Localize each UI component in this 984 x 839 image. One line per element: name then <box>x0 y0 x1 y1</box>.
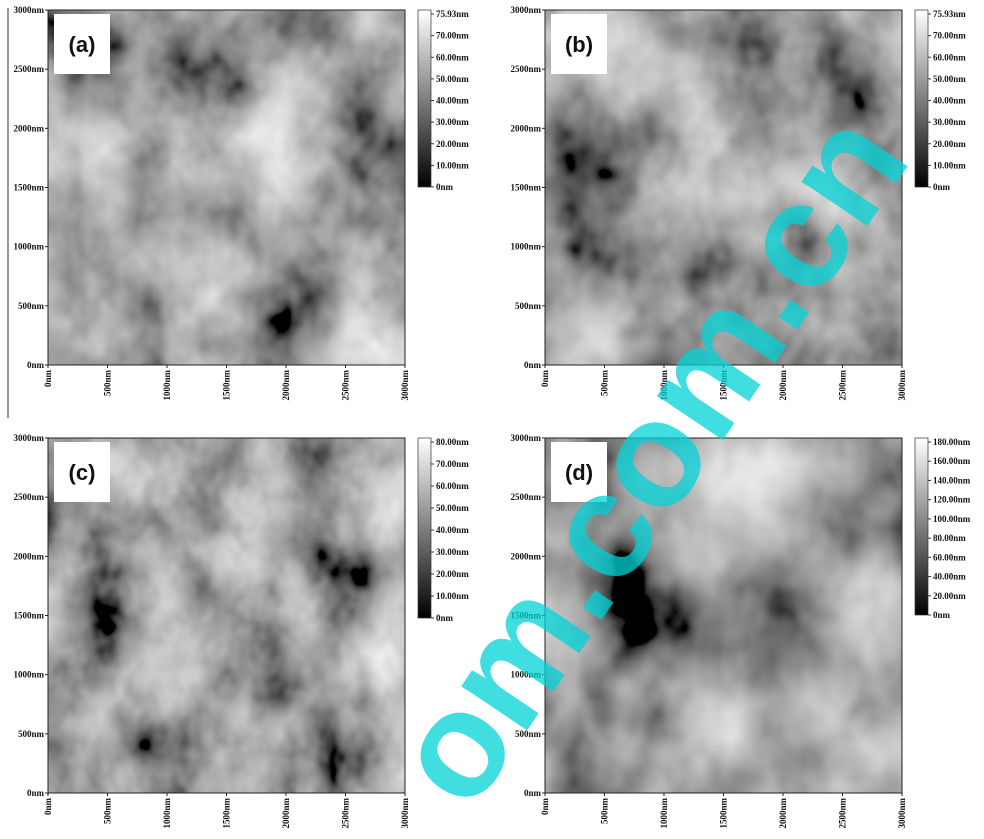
x-tick-label: 0nm <box>43 798 53 816</box>
x-tick-label: 500nm <box>103 798 113 825</box>
x-tick-label: 2500nm <box>341 798 351 829</box>
colorbar-label: 60.00nm <box>933 52 966 62</box>
panel-label: (c) <box>69 460 96 485</box>
colorbar-label: 0nm <box>436 182 454 192</box>
y-tick-label: 500nm <box>18 729 45 739</box>
y-tick-label: 3000nm <box>13 433 44 443</box>
colorbar-label: 70.00nm <box>436 31 469 41</box>
y-tick-label: 3000nm <box>510 433 541 443</box>
x-tick-label: 2500nm <box>838 798 848 829</box>
colorbar-label: 75.93nm <box>436 9 469 19</box>
y-tick-label: 500nm <box>18 301 45 311</box>
colorbar <box>418 10 431 187</box>
x-tick-label: 1000nm <box>162 798 172 829</box>
x-tick-label: 3000nm <box>897 798 907 829</box>
y-tick-label: 1000nm <box>510 242 541 252</box>
colorbar-label: 20.00nm <box>933 139 966 149</box>
x-tick-label: 1500nm <box>222 798 232 829</box>
y-tick-label: 1500nm <box>13 183 44 193</box>
colorbar <box>915 438 928 615</box>
y-tick-label: 2000nm <box>13 123 44 133</box>
colorbar-label: 180.00nm <box>933 437 971 447</box>
x-tick-label: 3000nm <box>897 370 907 401</box>
x-tick-label: 2000nm <box>281 798 291 829</box>
x-tick-label: 3000nm <box>400 370 410 401</box>
colorbar-label: 50.00nm <box>933 74 966 84</box>
colorbar-label: 70.00nm <box>933 31 966 41</box>
colorbar-label: 0nm <box>933 610 951 620</box>
y-tick-label: 2500nm <box>13 492 44 502</box>
colorbar-label: 20.00nm <box>933 591 966 601</box>
panel-label: (a) <box>69 32 96 57</box>
y-tick-label: 1500nm <box>510 183 541 193</box>
y-tick-label: 0nm <box>524 360 542 370</box>
y-tick-label: 0nm <box>524 788 542 798</box>
x-tick-label: 0nm <box>540 798 550 816</box>
colorbar-label: 70.00nm <box>436 459 469 469</box>
colorbar-label: 40.00nm <box>933 96 966 106</box>
colorbar-label: 30.00nm <box>436 117 469 127</box>
y-tick-label: 2000nm <box>510 123 541 133</box>
y-tick-label: 1000nm <box>13 670 44 680</box>
y-tick-label: 500nm <box>515 301 542 311</box>
colorbar-label: 75.93nm <box>933 9 966 19</box>
x-tick-label: 500nm <box>600 798 610 825</box>
panel-label: (b) <box>565 32 593 57</box>
y-tick-label: 3000nm <box>510 5 541 15</box>
colorbar-label: 40.00nm <box>436 96 469 106</box>
colorbar-label: 140.00nm <box>933 475 971 485</box>
y-tick-label: 0nm <box>27 788 45 798</box>
colorbar-label: 40.00nm <box>933 572 966 582</box>
colorbar <box>418 438 431 618</box>
y-tick-label: 2000nm <box>13 551 44 561</box>
colorbar-label: 40.00nm <box>436 525 469 535</box>
x-tick-label: 2000nm <box>778 798 788 829</box>
y-tick-label: 2500nm <box>13 64 44 74</box>
x-tick-label: 0nm <box>43 370 53 388</box>
x-tick-label: 0nm <box>540 370 550 388</box>
y-tick-label: 2500nm <box>510 64 541 74</box>
colorbar-label: 60.00nm <box>933 552 966 562</box>
colorbar-label: 20.00nm <box>436 569 469 579</box>
colorbar-label: 50.00nm <box>436 503 469 513</box>
y-tick-label: 3000nm <box>13 5 44 15</box>
colorbar-label: 10.00nm <box>436 160 469 170</box>
x-tick-label: 500nm <box>103 370 113 397</box>
colorbar-label: 10.00nm <box>933 160 966 170</box>
x-tick-label: 2500nm <box>341 370 351 401</box>
y-tick-label: 1500nm <box>13 611 44 621</box>
colorbar-label: 80.00nm <box>436 437 469 447</box>
y-tick-label: 0nm <box>27 360 45 370</box>
colorbar-label: 20.00nm <box>436 139 469 149</box>
x-tick-label: 1000nm <box>162 370 172 401</box>
colorbar <box>915 10 928 187</box>
x-tick-label: 2000nm <box>281 370 291 401</box>
colorbar-label: 60.00nm <box>436 52 469 62</box>
colorbar-label: 30.00nm <box>933 117 966 127</box>
colorbar-label: 60.00nm <box>436 481 469 491</box>
colorbar-label: 30.00nm <box>436 547 469 557</box>
x-tick-label: 2500nm <box>838 370 848 401</box>
colorbar-label: 160.00nm <box>933 456 971 466</box>
colorbar-label: 120.00nm <box>933 495 971 505</box>
colorbar-label: 80.00nm <box>933 533 966 543</box>
colorbar-label: 50.00nm <box>436 74 469 84</box>
figure: (a)0nm0nm500nm500nm1000nm1000nm1500nm150… <box>0 0 984 834</box>
y-tick-label: 1000nm <box>13 242 44 252</box>
colorbar-label: 100.00nm <box>933 514 971 524</box>
x-tick-label: 1500nm <box>719 798 729 829</box>
colorbar-label: 0nm <box>933 182 951 192</box>
x-tick-label: 3000nm <box>400 798 410 829</box>
x-tick-label: 1000nm <box>659 798 669 829</box>
x-tick-label: 1500nm <box>222 370 232 401</box>
